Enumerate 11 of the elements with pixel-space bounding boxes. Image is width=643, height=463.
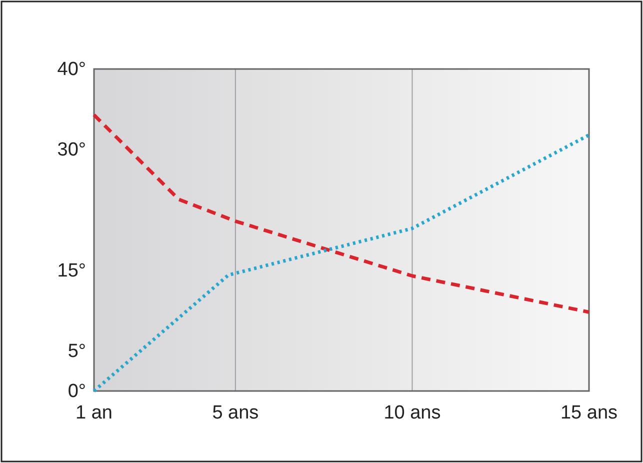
x-tick-label: 5 ans: [212, 402, 259, 424]
x-tick-label: 10 ans: [384, 402, 441, 424]
line-series: [92, 113, 591, 314]
line-series: [92, 133, 591, 393]
x-tick-label: 1 an: [76, 402, 112, 424]
y-tick-label: 5°: [68, 340, 86, 362]
x-tick-label: 15 ans: [560, 402, 618, 424]
y-tick-label: 40°: [57, 59, 86, 80]
y-tick-label: 0°: [68, 381, 86, 402]
y-tick-label: 15°: [57, 260, 86, 282]
y-tick-label: 30°: [57, 140, 86, 161]
